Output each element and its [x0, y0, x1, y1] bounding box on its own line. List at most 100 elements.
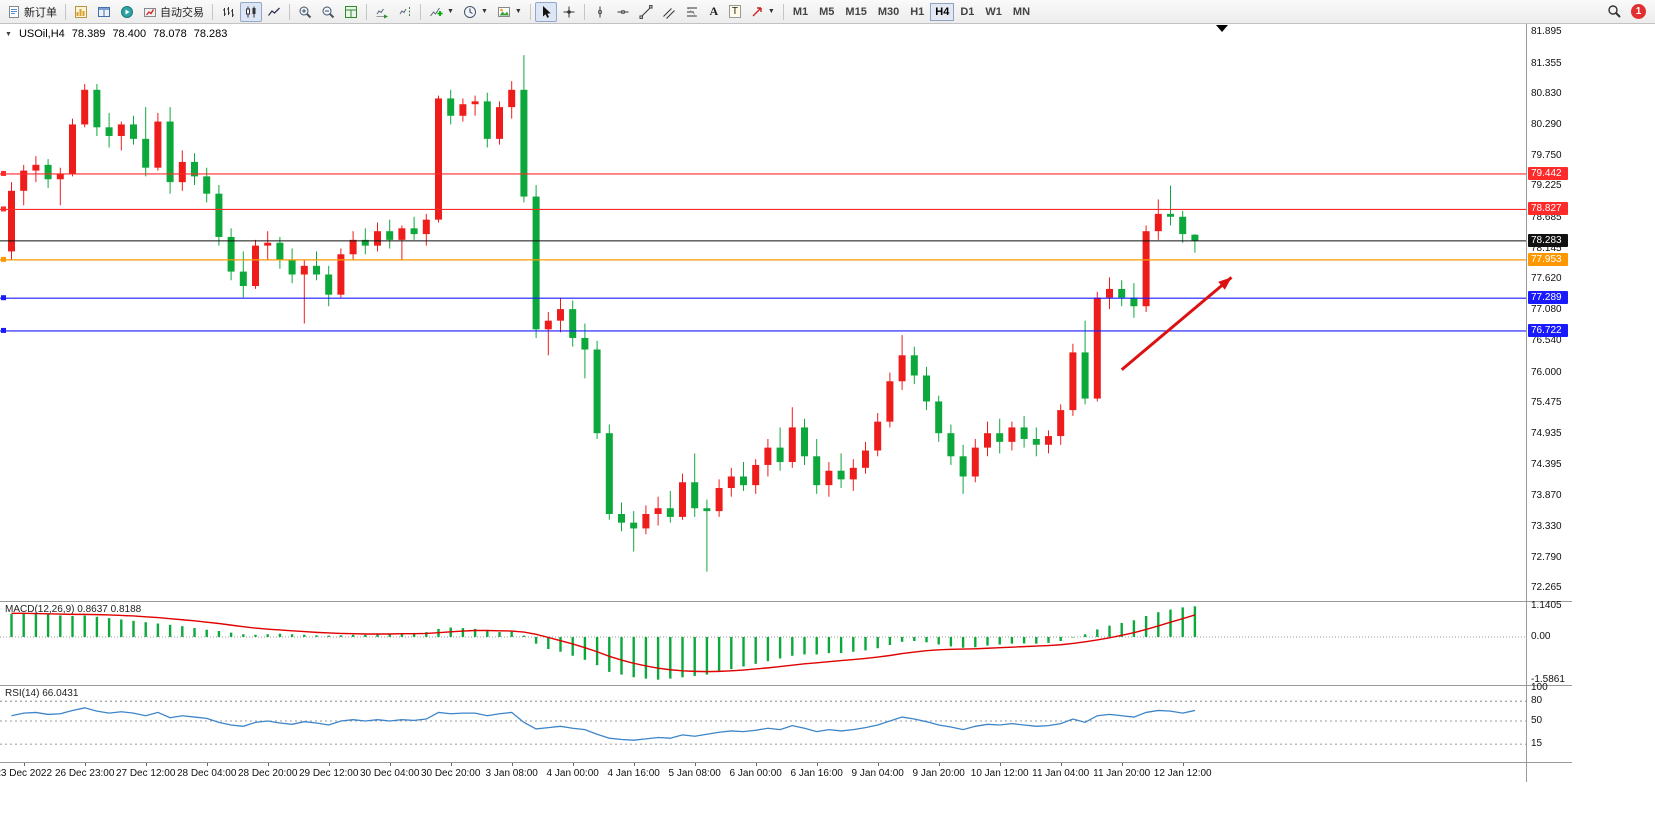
time-axis-label: 4 Jan 16:00	[607, 768, 660, 779]
chevron-down-icon: ▼	[767, 8, 775, 15]
timeframe-w1-button[interactable]: W1	[985, 5, 1002, 18]
price-line-tag: 78.283	[1528, 233, 1568, 247]
chart-shift-button[interactable]	[394, 2, 416, 22]
rsi-scale-label: 15	[1531, 738, 1543, 750]
time-axis-tick	[389, 763, 391, 766]
panel-separator[interactable]	[0, 601, 1572, 602]
new-order-button[interactable]: 新订单	[3, 2, 61, 22]
price-line-tag: 76.722	[1528, 323, 1568, 337]
timeframe-d1-button[interactable]: D1	[960, 5, 975, 18]
toolbar-separator	[420, 3, 421, 20]
time-axis-label: 6 Jan 16:00	[790, 768, 843, 779]
line-chart-button[interactable]	[263, 2, 285, 22]
price-scale-label: 74.935	[1531, 428, 1562, 440]
candlestick-button[interactable]	[240, 1, 262, 22]
time-axis-label: 6 Jan 00:00	[729, 768, 782, 779]
panel-separator[interactable]	[0, 685, 1572, 686]
navigator-button[interactable]	[116, 2, 138, 22]
horizontal-line-icon	[616, 5, 630, 19]
chevron-down-icon: ▼	[480, 8, 488, 15]
macd-scale-label: 0.00	[1531, 630, 1551, 642]
time-axis[interactable]: 23 Dec 2022 26 Dec 23:00 27 Dec 12:00 28 De…	[0, 763, 1526, 783]
macd-scale-label: -1.5861	[1531, 673, 1565, 685]
fibonacci-icon	[685, 5, 699, 19]
bar-chart-button[interactable]	[217, 2, 239, 22]
price-scale-label: 79.225	[1531, 180, 1562, 192]
macd-chart[interactable]	[0, 602, 1526, 684]
auto-scroll-button[interactable]	[371, 2, 393, 22]
timeframe-m5-button[interactable]: M5	[819, 5, 835, 18]
new-order-label: 新订单	[24, 6, 57, 19]
market-watch-icon	[74, 5, 88, 19]
tile-windows-icon	[344, 5, 358, 19]
zoom-in-button[interactable]	[294, 2, 316, 22]
price-scale-label: 72.265	[1531, 582, 1562, 594]
timeframe-h1-button[interactable]: H1	[910, 5, 925, 18]
price-scale-label: 73.870	[1531, 489, 1562, 501]
time-axis-label: 26 Dec 23:00	[54, 768, 115, 779]
indicators-button[interactable]: ▼	[425, 2, 458, 22]
data-window-button[interactable]	[93, 2, 115, 22]
notification-badge[interactable]: 1	[1631, 4, 1646, 19]
rsi-chart[interactable]	[0, 686, 1526, 760]
price-scale[interactable]: 81.895 81.355 80.830 80.290 79.750 79.225 78.6…	[1527, 24, 1587, 782]
price-line-tag: 78.827	[1528, 202, 1568, 216]
time-axis-tick	[1060, 763, 1062, 766]
time-axis-separator	[0, 762, 1572, 763]
price-scale-label: 77.620	[1531, 273, 1562, 285]
price-scale-label: 77.080	[1531, 304, 1562, 316]
fibonacci-button[interactable]	[681, 2, 703, 22]
auto-scroll-icon	[375, 5, 389, 19]
time-axis-label: 23 Dec 2022	[0, 768, 53, 779]
macd-scale-label: 1.1405	[1531, 600, 1562, 612]
trendline-button[interactable]	[635, 2, 657, 22]
chart-dropdown-icon[interactable]: ▼	[5, 30, 12, 38]
chart-close-value: 78.283	[193, 28, 228, 40]
cursor-icon	[539, 5, 553, 19]
text-button[interactable]: A	[704, 2, 724, 22]
chart-shift-icon	[398, 5, 412, 19]
time-axis-tick	[755, 763, 757, 766]
price-scale-label: 74.395	[1531, 459, 1562, 471]
arrow-tool-icon	[750, 5, 764, 19]
text-label-button[interactable]: T	[725, 2, 745, 22]
timeframe-m30-button[interactable]: M30	[877, 5, 900, 18]
indicators-icon	[429, 5, 443, 19]
macd-panel[interactable]: MACD(12,26,9) 0.8637 0.8188	[0, 602, 1526, 684]
rsi-panel[interactable]: RSI(14) 66.0431	[0, 686, 1526, 760]
search-button[interactable]	[1603, 2, 1626, 22]
time-axis-tick	[206, 763, 208, 766]
new-order-icon	[7, 5, 21, 19]
vertical-line-button[interactable]	[589, 2, 611, 22]
timeframe-m1-button[interactable]: M1	[792, 5, 809, 18]
time-axis-label: 9 Jan 20:00	[912, 768, 965, 779]
tile-windows-button[interactable]	[340, 2, 362, 22]
arrows-button[interactable]: ▼	[746, 2, 779, 22]
price-line-tag: 77.953	[1528, 252, 1568, 266]
templates-button[interactable]: ▼	[493, 2, 526, 22]
market-watch-button[interactable]	[70, 2, 92, 22]
crosshair-button[interactable]	[558, 2, 580, 22]
timeframe-mn-button[interactable]: MN	[1012, 5, 1031, 18]
autotrading-button[interactable]: 自动交易	[139, 2, 208, 22]
time-axis-tick	[938, 763, 940, 766]
cursor-button[interactable]	[534, 1, 557, 22]
main-chart-canvas[interactable]: ▼ USOil,H4 78.389 78.400 78.078 78.283	[0, 24, 1526, 600]
time-axis-tick	[450, 763, 452, 766]
timeframe-m15-button[interactable]: M15	[845, 5, 867, 18]
price-scale-label: 73.330	[1531, 520, 1562, 532]
candlestick-chart[interactable]	[0, 24, 1526, 600]
time-axis-tick	[633, 763, 635, 766]
time-axis-tick	[877, 763, 879, 766]
channel-button[interactable]	[658, 2, 680, 22]
zoom-out-button[interactable]	[317, 2, 339, 22]
price-scale-separator	[1526, 24, 1527, 782]
price-scale-label: 81.355	[1531, 57, 1562, 69]
timeframe-h4-button[interactable]: H4	[930, 2, 955, 21]
price-scale-label: 81.895	[1531, 26, 1562, 38]
periods-button[interactable]: ▼	[459, 2, 492, 22]
horizontal-line-button[interactable]	[612, 2, 634, 22]
time-axis-tick	[816, 763, 818, 766]
price-scale-label: 80.830	[1531, 87, 1562, 99]
autotrading-label: 自动交易	[160, 6, 204, 19]
